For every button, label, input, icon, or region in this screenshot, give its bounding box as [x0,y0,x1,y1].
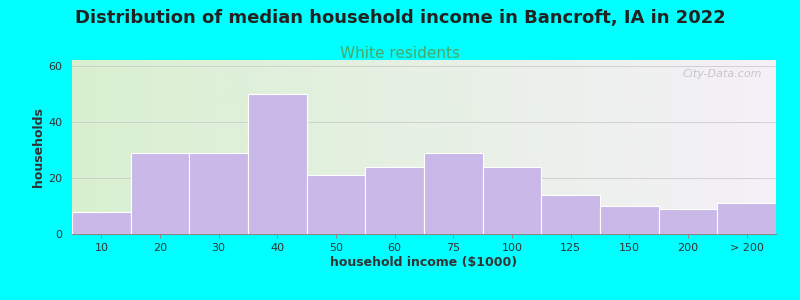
Bar [718,203,776,234]
Bar [542,195,600,234]
X-axis label: household income ($1000): household income ($1000) [330,256,518,269]
Bar [248,94,306,234]
Text: Distribution of median household income in Bancroft, IA in 2022: Distribution of median household income … [74,9,726,27]
Bar [424,153,482,234]
Bar [482,167,542,234]
Text: White residents: White residents [340,46,460,62]
Bar [658,209,718,234]
Y-axis label: households: households [32,107,46,187]
Bar [130,153,190,234]
Bar [190,153,248,234]
Bar [366,167,424,234]
Bar [72,212,130,234]
Bar [306,175,366,234]
Text: City-Data.com: City-Data.com [682,69,762,79]
Bar [600,206,658,234]
